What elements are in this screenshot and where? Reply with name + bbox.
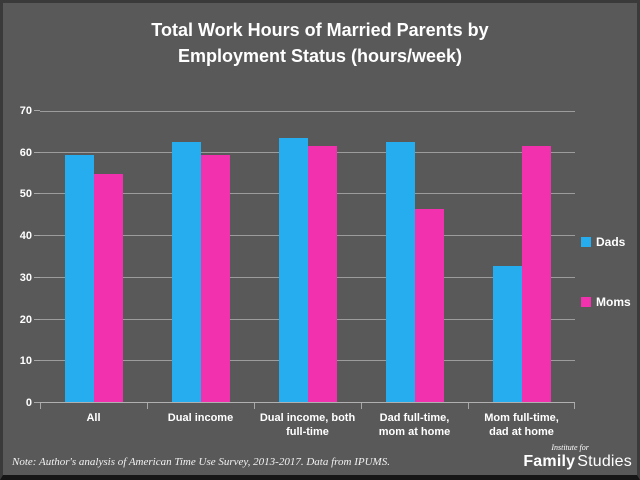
bar-moms-1 [93, 173, 123, 402]
bar-dads-3 [278, 137, 308, 402]
x-axis-tick [468, 403, 469, 409]
x-axis-label: Dual income, both full-time [259, 412, 356, 438]
y-axis-tick [34, 276, 40, 278]
y-axis-label: 50 [19, 188, 32, 201]
y-axis-tick [34, 235, 40, 237]
bar-chart-plot-area [40, 111, 575, 409]
x-axis-label: All [86, 412, 101, 424]
y-axis-label: 60 [19, 146, 32, 159]
legend: Dads Moms [581, 235, 639, 309]
bar-moms-2 [200, 155, 230, 402]
y-axis-label: 10 [19, 355, 32, 368]
x-axis-labels: All Dual income Dual income, both full-tim… [40, 411, 575, 439]
x-axis-label: Dad full-time, mom at home [378, 412, 451, 438]
dads-color-swatch [581, 237, 591, 247]
institute-for-family-studies-logo: Institute for Family Studies [523, 444, 632, 470]
y-axis-label: 30 [19, 271, 32, 284]
x-axis-tick [361, 403, 362, 409]
legend-label-dads: Dads [596, 235, 626, 249]
bar-moms-4 [414, 208, 444, 402]
source-note: Note: Author's analysis of American Time… [12, 456, 390, 468]
y-axis-label: 40 [19, 230, 32, 243]
x-axis-line [40, 402, 575, 403]
x-axis-tick [254, 403, 255, 409]
y-axis-tick [34, 151, 40, 153]
y-axis-tick [34, 402, 40, 403]
x-axis-tick [574, 403, 575, 409]
bar-moms-3 [307, 146, 337, 402]
y-axis-tick [34, 110, 40, 111]
x-axis-tick [147, 403, 148, 409]
y-axis-label: 0 [25, 397, 32, 409]
bar-moms-5 [521, 146, 551, 402]
bar-dads-1 [64, 154, 94, 402]
y-axis-tick [34, 193, 40, 195]
legend-item-moms: Moms [581, 295, 639, 309]
bar-dads-4 [385, 142, 415, 402]
gridline [40, 111, 575, 112]
y-axis-tick [34, 360, 40, 362]
moms-color-swatch [581, 297, 591, 307]
x-axis-label: Dual income [167, 412, 234, 424]
chart-title: Total Work Hours of Married Parents by E… [151, 20, 489, 66]
logo-family-studies-text: Family Studies [523, 453, 632, 470]
y-axis-tick [34, 318, 40, 320]
bar-dads-5 [492, 265, 522, 402]
bar-dads-2 [171, 142, 201, 402]
x-axis-label: Mom full-time, dad at home [484, 412, 559, 438]
y-axis-label: 20 [19, 313, 32, 326]
legend-item-dads: Dads [581, 235, 639, 249]
y-axis-label: 70 [19, 105, 32, 117]
x-axis-tick [40, 403, 41, 409]
legend-label-moms: Moms [596, 295, 631, 309]
logo-institute-for-text: Institute for [551, 443, 589, 452]
